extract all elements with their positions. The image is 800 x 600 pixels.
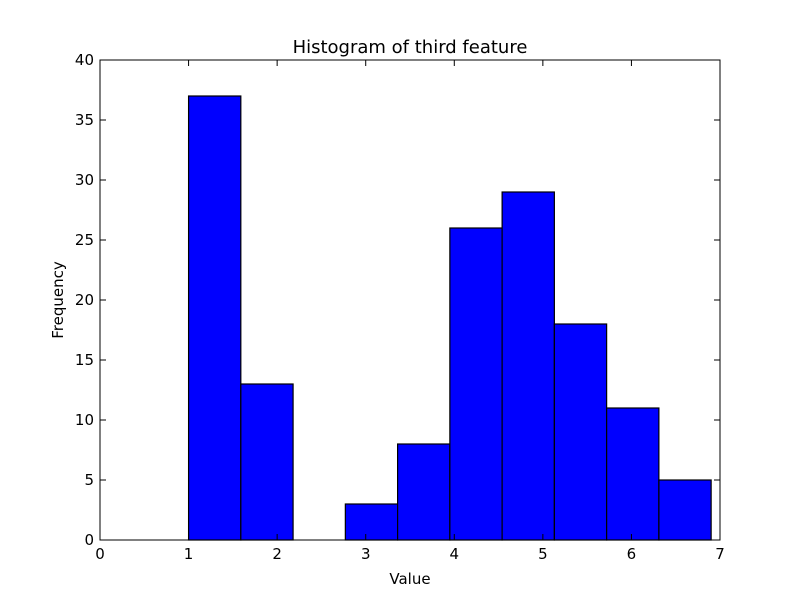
x-tick-label: 6 xyxy=(627,545,637,563)
histogram-bar xyxy=(606,407,660,541)
y-tick-label: 5 xyxy=(84,471,94,489)
x-axis-ticks: 0 1 2 3 4 5 6 7 xyxy=(95,60,725,563)
histogram-bar xyxy=(344,503,399,541)
x-tick-label: 7 xyxy=(715,545,725,563)
x-tick-label: 1 xyxy=(184,545,194,563)
x-tick-label: 0 xyxy=(95,545,105,563)
chart-title: Histogram of third feature xyxy=(293,37,528,58)
x-tick-label: 4 xyxy=(450,545,460,563)
histogram-bar xyxy=(397,443,451,541)
bars-group xyxy=(187,95,712,541)
histogram-bar xyxy=(553,323,608,541)
y-tick-label: 10 xyxy=(75,411,94,429)
y-tick-label: 40 xyxy=(75,51,94,69)
y-tick-label: 15 xyxy=(75,351,94,369)
y-tick-label: 20 xyxy=(75,291,94,309)
y-axis-label: Frequency xyxy=(49,261,67,339)
histogram-bar xyxy=(658,479,712,541)
histogram-bar xyxy=(240,383,294,541)
y-tick-label: 30 xyxy=(75,171,94,189)
x-tick-label: 5 xyxy=(538,545,548,563)
histogram-bar xyxy=(501,191,555,541)
x-tick-label: 3 xyxy=(361,545,371,563)
histogram-bar xyxy=(187,95,242,541)
y-tick-label: 35 xyxy=(75,111,94,129)
y-axis-ticks: 0 5 10 15 20 25 30 35 40 xyxy=(75,51,720,549)
x-tick-label: 2 xyxy=(272,545,282,563)
y-tick-label: 25 xyxy=(75,231,94,249)
histogram-bar xyxy=(449,227,503,541)
y-tick-label: 0 xyxy=(84,531,94,549)
x-axis-label: Value xyxy=(389,570,430,588)
